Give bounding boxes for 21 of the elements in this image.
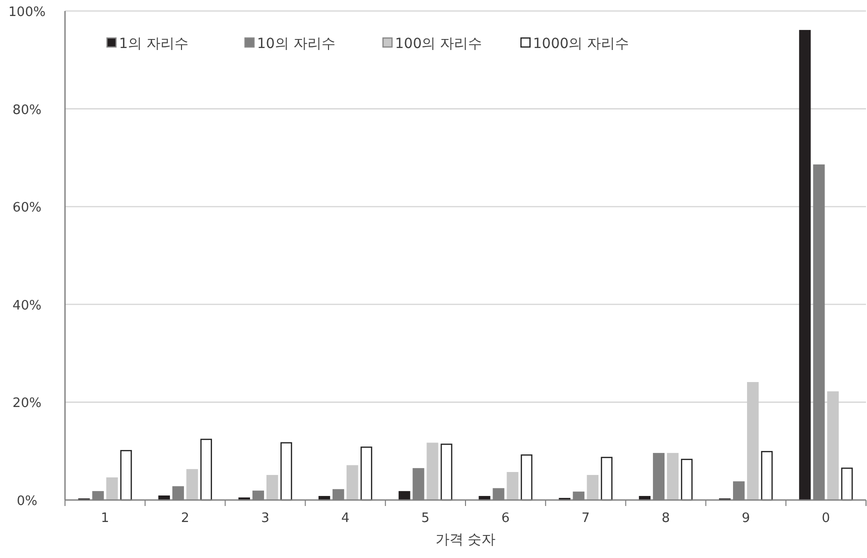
x-tick-label: 1 — [100, 511, 110, 526]
x-tick-label: 4 — [341, 511, 350, 526]
y-tick-label: 0% — [16, 494, 38, 509]
legend-label: 10의 자리수 — [257, 36, 336, 52]
x-axis-title: 가격 숫자 — [435, 532, 496, 548]
x-tick-label: 7 — [582, 511, 590, 526]
y-tick-label: 20% — [12, 396, 42, 412]
y-tick-label: 100% — [8, 5, 46, 20]
x-tick-label: 8 — [662, 511, 670, 526]
x-tick-label: 9 — [742, 511, 750, 526]
y-tick-label: 40% — [12, 298, 42, 314]
legend-label: 1의 자리수 — [119, 36, 188, 52]
x-tick-label: 2 — [181, 511, 190, 526]
x-tick-label: 3 — [261, 511, 270, 526]
x-tick-label: 5 — [421, 511, 430, 526]
legend-label: 1000의 자리수 — [533, 36, 630, 52]
x-tick-label: 0 — [822, 511, 830, 526]
y-tick-label: 80% — [12, 102, 42, 118]
x-tick-label: 6 — [501, 511, 510, 526]
y-tick-label: 60% — [12, 200, 42, 216]
legend-label: 100의 자리수 — [395, 36, 482, 52]
